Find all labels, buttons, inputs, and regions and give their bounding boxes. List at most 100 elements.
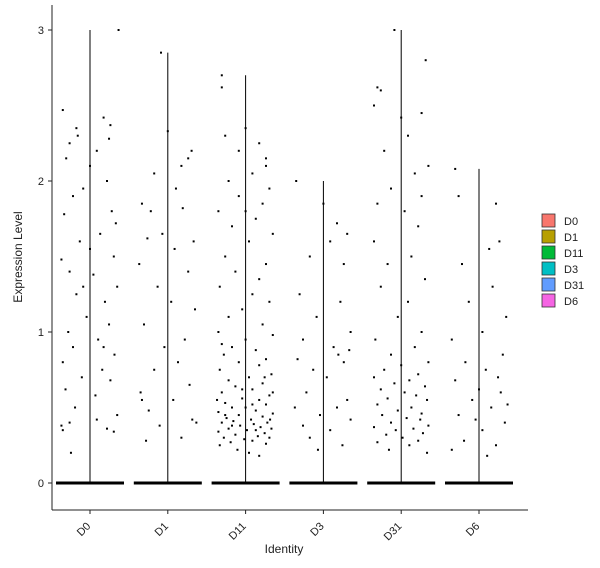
data-point <box>467 300 470 303</box>
data-point <box>92 273 95 276</box>
data-point <box>237 195 240 198</box>
data-point <box>75 293 78 296</box>
data-point <box>95 418 98 421</box>
data-point <box>308 255 311 258</box>
data-point <box>153 368 156 371</box>
data-point <box>374 338 377 341</box>
data-point <box>348 349 351 352</box>
data-point <box>103 300 106 303</box>
data-point <box>170 300 173 303</box>
data-point <box>268 300 271 303</box>
data-point <box>265 263 267 266</box>
y-tick-label: 1 <box>38 327 44 339</box>
data-point <box>248 240 250 243</box>
legend-label-d6: D6 <box>564 296 578 308</box>
data-point <box>373 426 375 429</box>
y-tick-label: 0 <box>38 478 44 490</box>
data-point <box>187 270 190 273</box>
data-point <box>97 338 100 341</box>
group-d0 <box>56 29 124 485</box>
data-point <box>332 346 335 349</box>
data-point <box>232 420 235 423</box>
data-point <box>181 207 184 210</box>
data-point <box>271 334 274 337</box>
data-point <box>390 187 392 190</box>
data-point <box>231 424 233 427</box>
data-point <box>220 421 223 424</box>
data-point <box>373 104 375 107</box>
data-point <box>329 240 332 243</box>
data-point <box>216 398 219 401</box>
data-point <box>413 346 416 349</box>
data-point <box>454 379 457 382</box>
data-point <box>174 187 177 190</box>
group-d31 <box>367 29 436 485</box>
data-point <box>454 167 457 170</box>
group-d11 <box>211 74 280 485</box>
data-point <box>315 315 318 318</box>
data-point <box>227 180 230 182</box>
zero-point-band <box>367 481 436 485</box>
zero-point-band <box>211 481 280 485</box>
data-point <box>379 285 382 288</box>
legend-swatch-d11 <box>541 245 556 260</box>
data-point <box>394 429 397 432</box>
data-point <box>386 397 389 400</box>
legend-label-d1: D1 <box>564 232 578 244</box>
data-point <box>218 285 221 288</box>
data-point <box>241 308 244 311</box>
data-point <box>254 217 257 220</box>
data-point <box>379 388 382 391</box>
data-point <box>261 323 264 326</box>
data-point <box>237 361 240 364</box>
data-point <box>400 364 403 367</box>
x-axis-title: Identity <box>265 542 304 556</box>
data-point <box>251 439 254 442</box>
data-point <box>268 394 271 397</box>
data-point <box>237 149 240 152</box>
data-point <box>117 29 120 31</box>
data-point <box>488 247 491 250</box>
data-point <box>490 406 493 409</box>
group-d3 <box>289 180 358 485</box>
data-point <box>225 417 228 420</box>
data-point <box>190 149 193 152</box>
data-point <box>102 346 105 349</box>
data-point <box>187 157 190 160</box>
data-point <box>147 409 150 412</box>
data-point <box>263 376 266 379</box>
data-point <box>231 346 233 349</box>
data-point <box>231 406 233 409</box>
data-point <box>80 376 83 379</box>
data-point <box>112 430 115 433</box>
legend-swatch-d0 <box>541 213 556 228</box>
data-point <box>424 385 426 388</box>
data-point <box>481 429 484 432</box>
data-point <box>251 388 254 391</box>
data-point <box>308 436 311 439</box>
x-tick-label-d11: D11 <box>227 520 249 542</box>
data-point <box>336 222 338 225</box>
data-point <box>217 411 220 414</box>
data-point <box>265 442 267 445</box>
data-point <box>386 263 389 266</box>
data-point <box>217 331 220 333</box>
x-tick-label-d3: D3 <box>308 520 326 538</box>
data-point <box>65 157 68 160</box>
data-point <box>329 429 332 432</box>
data-point <box>337 353 340 356</box>
data-point <box>265 164 267 167</box>
data-point <box>424 278 426 281</box>
group-d1 <box>133 51 202 485</box>
data-point <box>248 451 250 454</box>
data-point <box>102 116 105 119</box>
x-tick-label-d6: D6 <box>464 520 482 538</box>
data-point <box>78 240 81 243</box>
data-point <box>140 202 143 205</box>
data-point <box>220 343 223 346</box>
data-point <box>450 448 453 451</box>
zero-point-band <box>289 481 358 485</box>
data-point <box>113 353 116 356</box>
data-point <box>322 202 325 205</box>
data-point <box>183 338 186 341</box>
